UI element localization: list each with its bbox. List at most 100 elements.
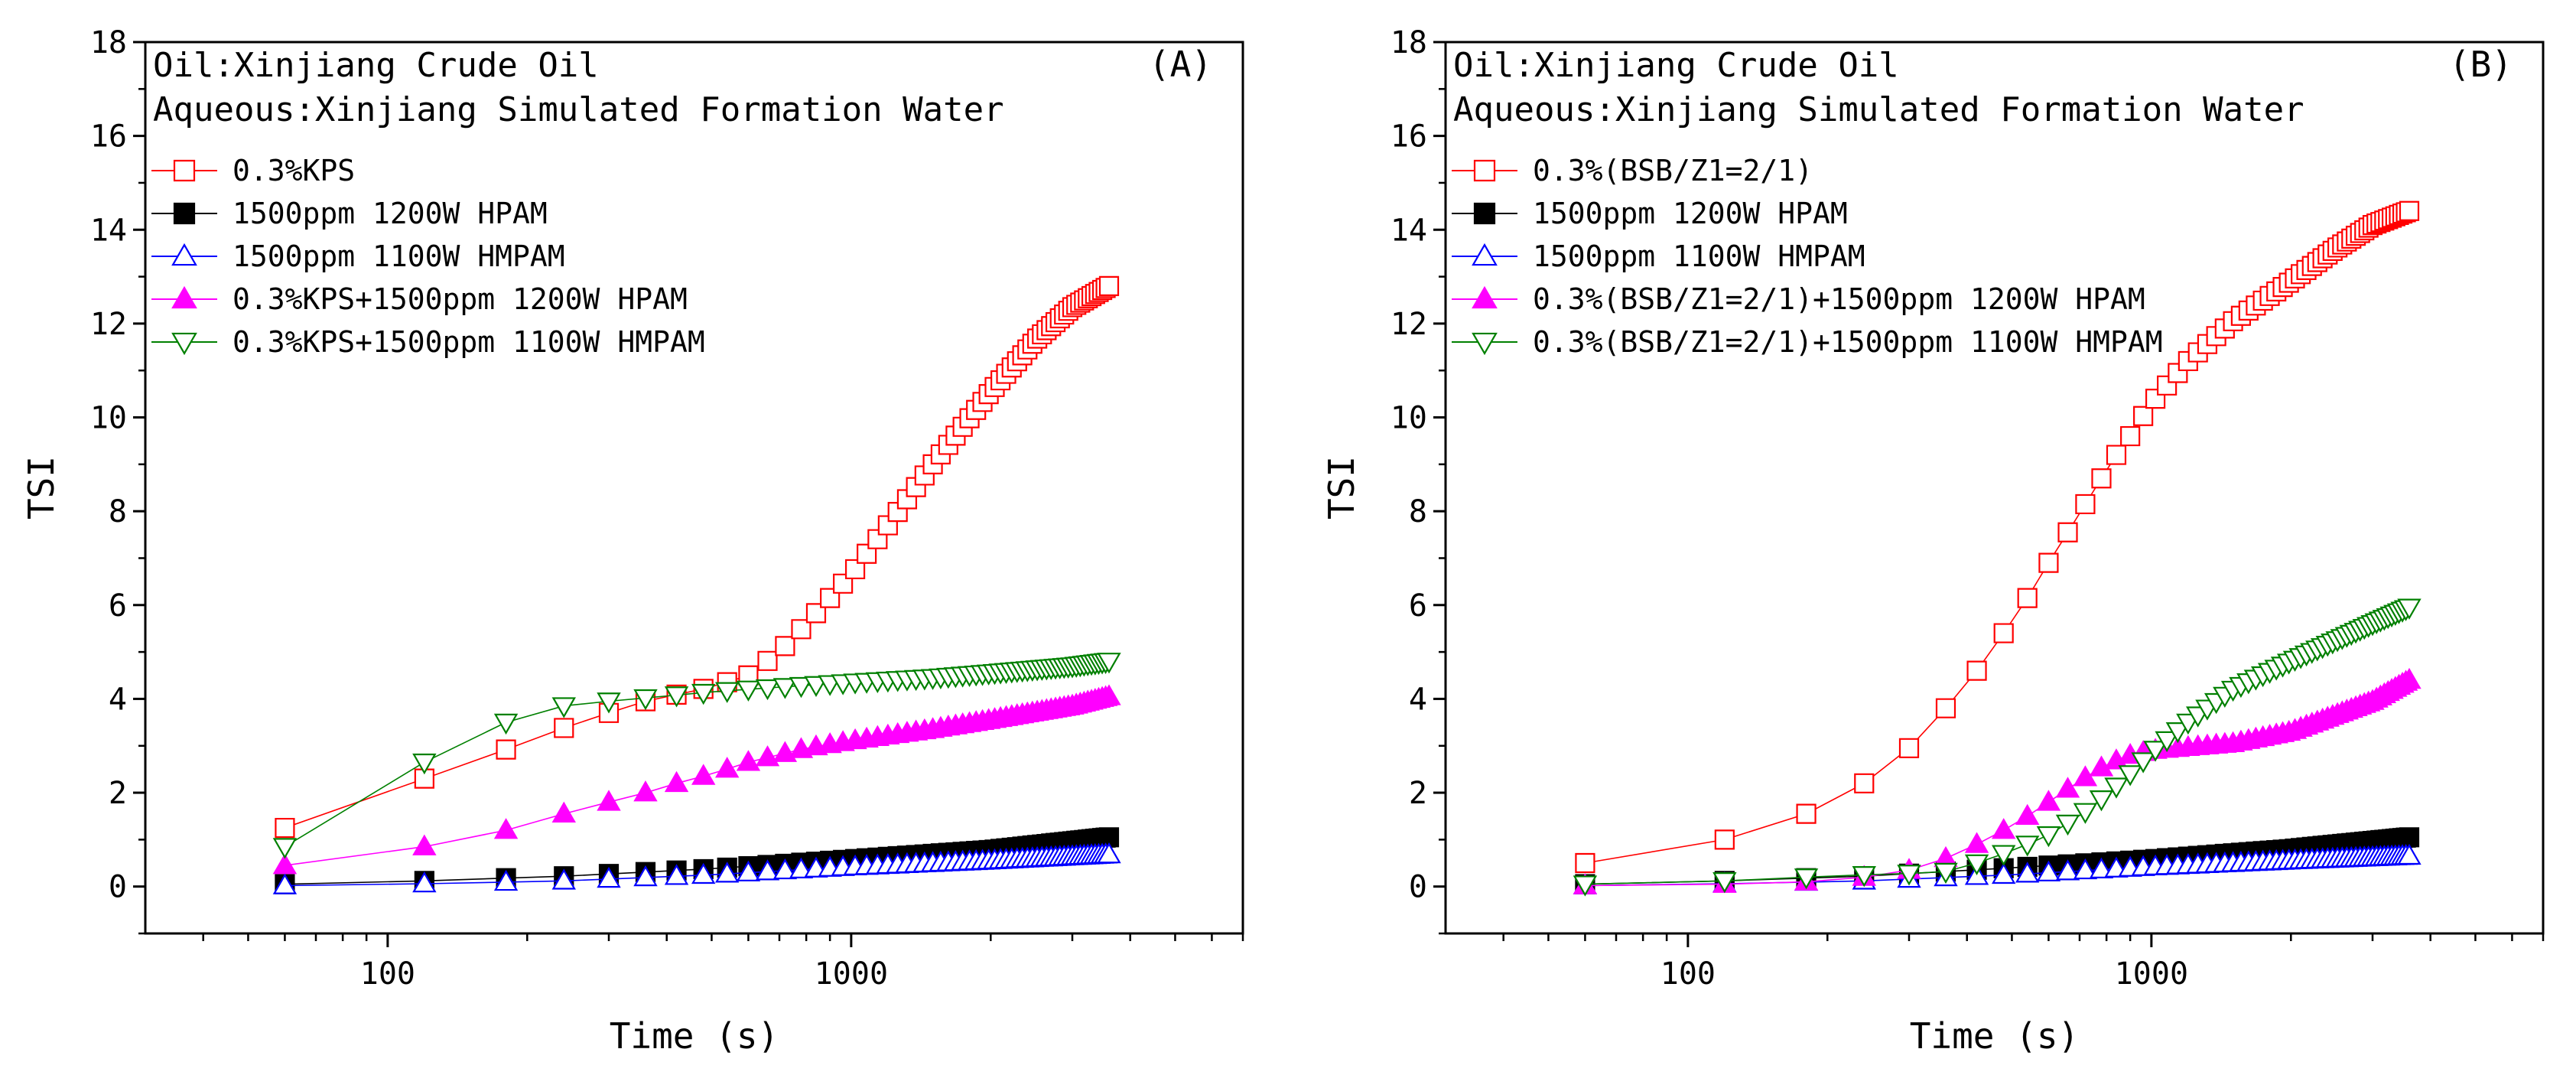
data-point	[1794, 868, 1819, 890]
series-2	[272, 842, 1121, 894]
series-0	[275, 275, 1120, 839]
data-point	[2089, 790, 2114, 812]
y-tick-label: 14	[90, 213, 127, 248]
data-point	[1097, 842, 1121, 864]
legend-label: 0.3%KPS	[233, 154, 355, 187]
data-point	[2397, 843, 2422, 865]
annotation-line: Oil:Xinjiang Crude Oil	[1453, 46, 1899, 85]
data-point	[554, 718, 574, 738]
data-point	[1964, 854, 1989, 876]
y-tick-label: 10	[1390, 401, 1427, 436]
panel-label: (B)	[2449, 44, 2513, 85]
panel-label: (A)	[1149, 44, 1212, 85]
y-tick-label: 16	[90, 119, 127, 155]
data-point	[275, 817, 295, 839]
data-point	[2017, 588, 2038, 608]
data-point	[2399, 827, 2420, 848]
data-point	[755, 745, 780, 767]
legend-marker	[171, 285, 197, 309]
data-point	[1991, 845, 2016, 866]
data-point	[272, 838, 298, 859]
data-point	[551, 868, 576, 890]
data-point	[551, 801, 576, 823]
series-0	[1575, 200, 2420, 874]
y-tick-label: 12	[1390, 307, 1427, 342]
data-point	[2165, 722, 2191, 744]
data-point	[1991, 862, 2016, 884]
data-point	[633, 865, 658, 887]
y-tick-label: 14	[1390, 213, 1427, 248]
data-point	[691, 862, 716, 884]
data-point	[755, 679, 780, 701]
series-3	[1573, 667, 2422, 894]
data-point	[2073, 858, 2098, 880]
y-tick-label: 18	[90, 25, 127, 60]
legend-label: 1500ppm 1100W HMPAM	[1533, 239, 1865, 273]
data-point	[493, 869, 519, 891]
data-point	[1097, 653, 1121, 674]
data-point	[496, 739, 516, 760]
data-point	[2397, 667, 2422, 689]
data-point	[633, 689, 658, 711]
data-point	[691, 764, 716, 785]
data-point	[1796, 803, 1817, 824]
y-tick-label: 0	[1409, 870, 1427, 905]
data-point	[1852, 866, 1876, 888]
data-point	[414, 768, 434, 789]
plot-frame	[144, 41, 1244, 935]
panel-a: 0 2 4 6 8 10 12 14 16 18 100 1000 Time (s) TSI Oil:Xin…	[21, 25, 1244, 1057]
data-point	[493, 818, 519, 839]
data-point	[772, 678, 798, 699]
legend-marker	[1472, 285, 1498, 309]
data-point	[1097, 684, 1121, 705]
data-point	[2089, 857, 2114, 878]
data-point	[757, 650, 778, 671]
data-point	[597, 866, 621, 888]
data-point	[1991, 818, 2016, 839]
legend-marker	[1473, 202, 1496, 225]
y-tick-label: 0	[109, 870, 127, 905]
data-point	[1098, 275, 1120, 296]
series-4	[1573, 598, 2422, 897]
data-point	[2155, 731, 2179, 753]
y-tick-label: 4	[109, 682, 127, 717]
data-point	[2131, 752, 2155, 774]
x-tick-label: 1000	[2115, 956, 2188, 992]
data-point	[272, 873, 298, 894]
data-point	[1897, 865, 1921, 886]
legend-label: 1500ppm 1200W HPAM	[1533, 197, 1848, 230]
data-point	[2038, 552, 2059, 573]
data-point	[775, 636, 795, 656]
data-point	[2015, 803, 2040, 826]
y-tick-label: 12	[90, 307, 127, 342]
legend-label: 0.3%(BSB/Z1=2/1)+1500ppm 1200W HPAM	[1533, 282, 2145, 316]
data-point	[1098, 827, 1120, 848]
y-tick-label: 2	[109, 776, 127, 811]
data-point	[2118, 765, 2142, 787]
y-axis-title: TSI	[21, 456, 62, 520]
data-point	[633, 780, 658, 802]
y-tick-label: 16	[1390, 119, 1427, 155]
data-point	[691, 683, 716, 705]
data-point	[1714, 829, 1735, 850]
legend-label: 0.3%KPS+1500ppm 1200W HPAM	[233, 282, 688, 316]
series-2	[1573, 843, 2422, 894]
data-point	[1712, 872, 1737, 894]
data-point	[1573, 875, 1598, 897]
data-point	[714, 682, 740, 703]
data-point	[412, 871, 437, 893]
data-point	[2091, 468, 2112, 489]
y-tick-label: 8	[1409, 494, 1427, 529]
data-point	[1898, 738, 1920, 758]
annotation-line: Oil:Xinjiang Crude Oil	[153, 46, 599, 85]
data-point	[2036, 826, 2061, 848]
plot-frame	[1444, 41, 2545, 935]
legend-label: 0.3%KPS+1500ppm 1100W HMPAM	[233, 325, 705, 359]
legend-marker	[173, 159, 196, 182]
data-point	[804, 676, 828, 697]
data-point	[714, 757, 740, 778]
data-point	[772, 858, 798, 880]
y-tick-label: 6	[109, 588, 127, 624]
